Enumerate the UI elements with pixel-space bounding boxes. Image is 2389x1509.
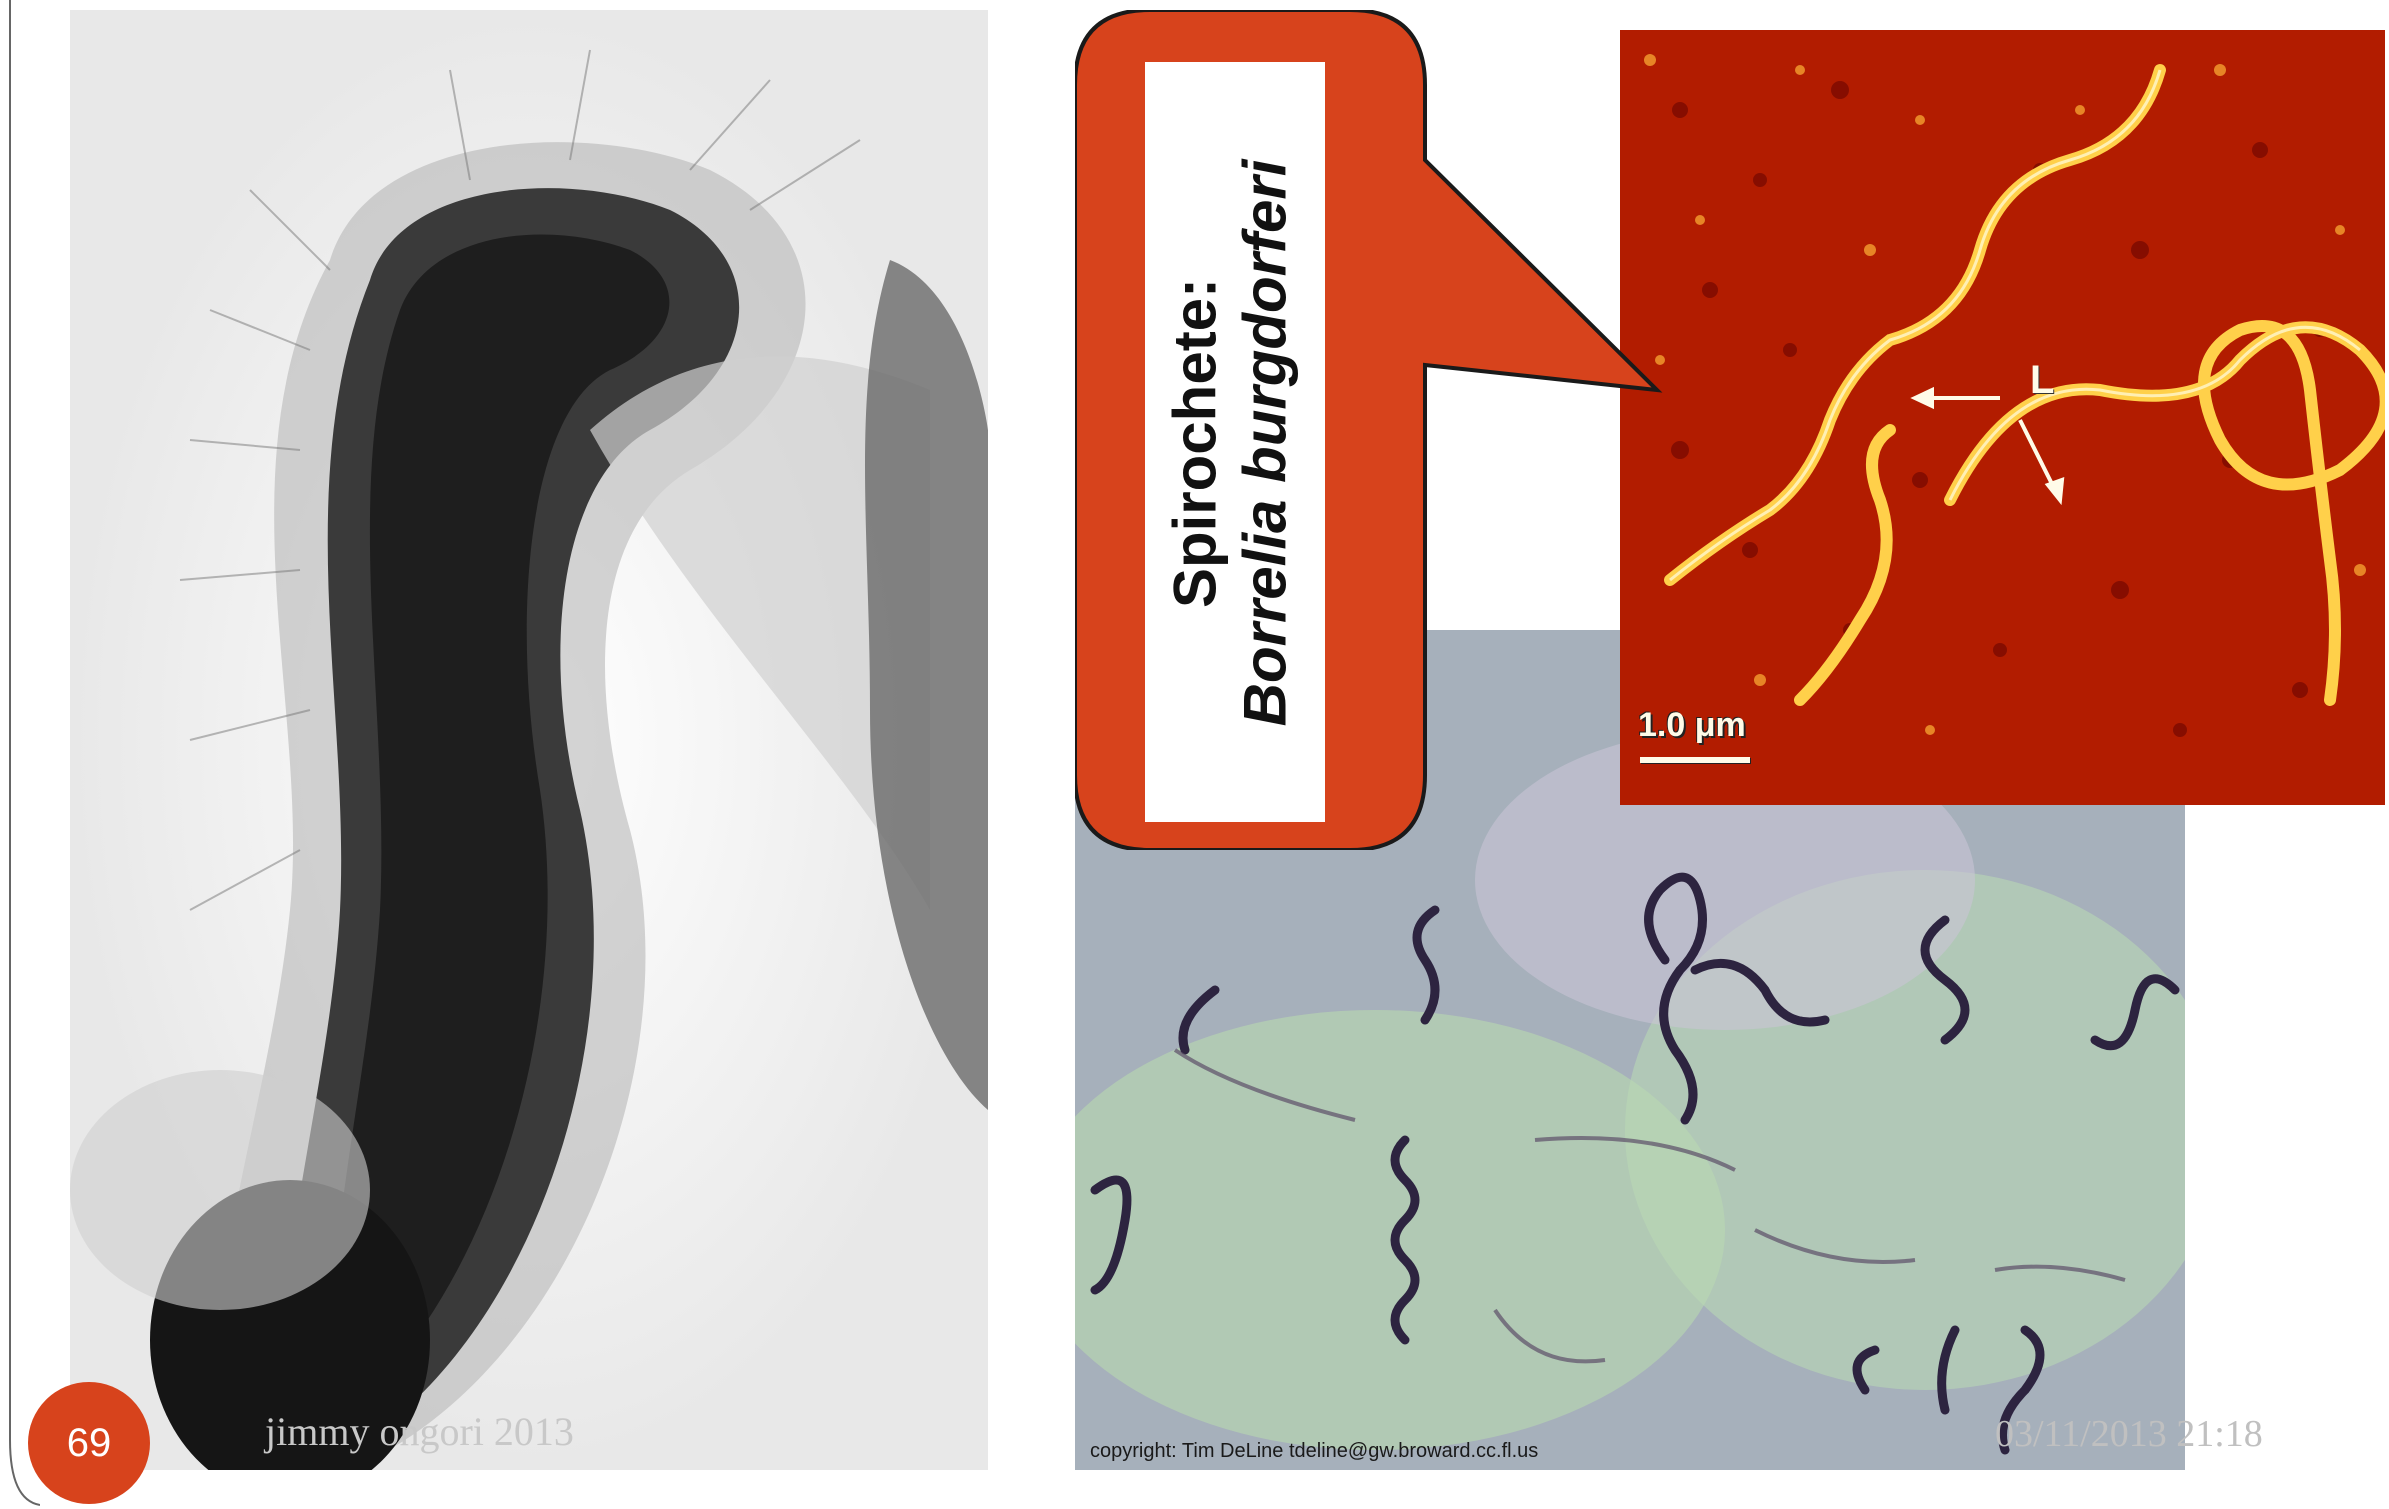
stain-copyright: copyright: Tim DeLine tdeline@gw.broward… [1090, 1440, 1539, 1462]
slide-border-curve [9, 0, 40, 1506]
afm-marker-label: L [2030, 358, 2055, 402]
callout-label: Spirochete: Borrelia burgdorferi [1140, 60, 1320, 825]
footer-date: 03/11/2013 21:18 [1995, 1413, 2263, 1455]
micrograph-ciliated-organism-icon [70, 10, 988, 1470]
page-number-badge: 69 [28, 1382, 150, 1504]
footer-author: jimmy ongori 2013 [265, 1409, 574, 1454]
micrograph-afm-spirochete-icon [1620, 30, 2385, 805]
callout-line-2: Borrelia burgdorferi [1231, 159, 1298, 726]
callout-shape [1075, 10, 1663, 850]
afm-scale-label: 1.0 μm [1638, 706, 1746, 744]
callout-line-1: Spirochete: [1161, 277, 1228, 608]
micrograph-left [70, 10, 988, 1470]
micrograph-stained-spirochetes-icon [1075, 630, 2185, 1470]
afm-scale-bar [1640, 757, 1750, 763]
page-number: 69 [66, 1420, 112, 1465]
micrograph-afm [1620, 30, 2385, 805]
